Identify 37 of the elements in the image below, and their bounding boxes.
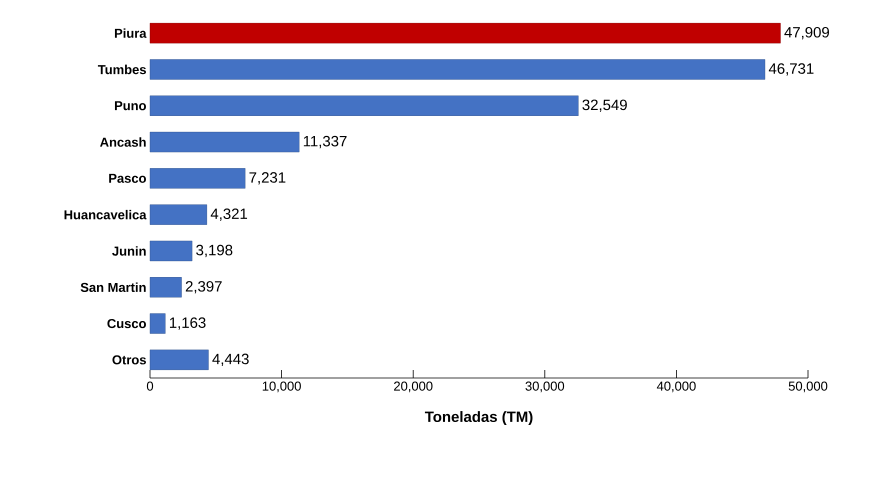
x-tick-label: 10,000 xyxy=(262,382,301,392)
data-label: 4,443 xyxy=(212,354,249,366)
data-label: 47,909 xyxy=(784,26,829,40)
y-tick-label: Otros xyxy=(112,355,146,364)
bar xyxy=(150,277,182,298)
y-tick-label: Ancash xyxy=(100,137,146,147)
bar xyxy=(150,313,166,334)
data-label: 4,321 xyxy=(210,208,248,221)
data-label: 2,397 xyxy=(186,281,222,294)
x-tick-label: 0 xyxy=(146,382,154,391)
y-tick-label: San Martin xyxy=(80,282,146,292)
data-label: 3,198 xyxy=(196,244,232,258)
data-label: 32,549 xyxy=(582,100,627,112)
data-label: 11,337 xyxy=(304,136,347,148)
x-tick-label: 40,000 xyxy=(656,382,696,392)
data-label: 7,231 xyxy=(249,172,286,185)
x-axis-title: Toneladas (TM) xyxy=(424,411,532,425)
bar xyxy=(150,59,766,80)
data-label: 1,163 xyxy=(170,317,206,330)
y-tick-label: Puno xyxy=(114,101,146,110)
y-tick-label: Tumbes xyxy=(98,64,146,74)
x-tick-label: 50,000 xyxy=(788,382,828,392)
y-tick-label: Pasco xyxy=(109,174,146,183)
y-tick-label: Cusco xyxy=(107,318,146,328)
x-tick-label: 20,000 xyxy=(394,382,432,392)
y-tick-label: Huancavelica xyxy=(64,210,147,220)
data-label: 46,731 xyxy=(768,63,814,76)
y-tick-label: Piura xyxy=(114,28,147,38)
bar xyxy=(150,96,579,116)
bar xyxy=(150,240,192,262)
y-tick-label: Junin xyxy=(112,246,146,256)
x-tick-label: 30,000 xyxy=(525,382,564,392)
bar xyxy=(150,204,208,225)
bar xyxy=(150,350,209,370)
bar xyxy=(150,132,300,152)
bar xyxy=(150,168,246,189)
bar xyxy=(150,22,781,44)
